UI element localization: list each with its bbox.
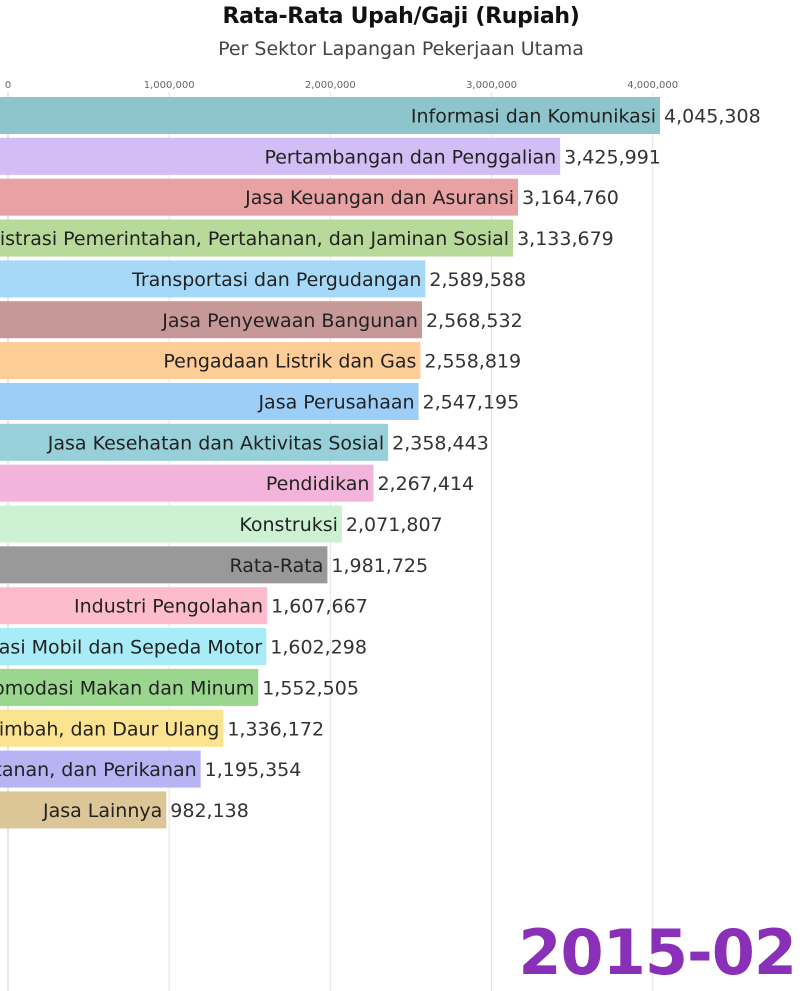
bar-value-label: 2,568,532 bbox=[426, 310, 523, 332]
bar-value-label: 2,547,195 bbox=[423, 391, 520, 413]
bar-group: Pertambangan dan Penggalian 3,425,991 bbox=[0, 137, 661, 175]
bar-value-label: 2,358,443 bbox=[392, 432, 489, 454]
bar bbox=[0, 587, 268, 625]
bar-category-label: Pendidikan bbox=[266, 473, 370, 495]
bar-group: Pengadaan Listrik dan Gas 2,558,819 bbox=[0, 342, 521, 380]
bar-group: Jasa Kesehatan dan Aktivitas Sosial 2,358… bbox=[0, 423, 489, 461]
bar-group: Penyediaan Akomodasi Makan dan Minum 1,55… bbox=[0, 668, 359, 706]
bar bbox=[0, 505, 342, 543]
bar-group: Jasa Penyewaan Bangunan 2,568,532 bbox=[0, 301, 523, 339]
bar-group: Pertanian, Kehutanan, dan Perikanan 1,195… bbox=[0, 750, 302, 788]
bar-value-label: 2,267,414 bbox=[377, 473, 474, 495]
bar-category-label: Jasa Keuangan dan Asuransi bbox=[244, 187, 514, 209]
bar bbox=[0, 260, 426, 298]
bar-category-label: Pertanian, Kehutanan, dan Perikanan bbox=[0, 759, 197, 781]
bar-category-label: Informasi dan Komunikasi bbox=[411, 106, 656, 128]
x-tick-label: 3,000,000 bbox=[466, 80, 517, 91]
bar-group: Perdagangan Besar dan Eceran; Reparasi M… bbox=[0, 628, 367, 666]
x-axis-ticks: 0 1,000,000 2,000,000 3,000,000 4,000,000 bbox=[5, 80, 678, 91]
bar-category-label: Jasa Lainnya bbox=[42, 800, 162, 822]
bar-category-label: Rata-Rata bbox=[229, 555, 323, 577]
bar-value-label: 3,164,760 bbox=[522, 187, 619, 209]
bar-group: Konstruksi 2,071,807 bbox=[0, 505, 443, 543]
bar bbox=[0, 219, 514, 257]
bar bbox=[0, 423, 389, 461]
bar bbox=[0, 546, 328, 584]
bar-group: Jasa Keuangan dan Asuransi 3,164,760 bbox=[0, 178, 619, 216]
bar-group: Transportasi dan Pergudangan 2,589,588 bbox=[0, 260, 526, 298]
bar-category-label: Jasa Penyewaan Bangunan bbox=[161, 310, 418, 332]
bar-category-label: Jasa Perusahaan bbox=[257, 391, 414, 413]
bar-group: Rata-Rata 1,981,725 bbox=[0, 546, 428, 584]
bar-value-label: 982,138 bbox=[170, 800, 249, 822]
bar-value-label: 2,071,807 bbox=[346, 514, 443, 536]
bar-group: Pendidikan 2,267,414 bbox=[0, 464, 474, 502]
bars: Informasi dan Komunikasi 4,045,308Pertamb… bbox=[0, 97, 761, 829]
bar bbox=[0, 791, 167, 829]
bar-value-label: 2,558,819 bbox=[424, 351, 521, 373]
bar bbox=[0, 750, 201, 788]
bar-category-label: Transportasi dan Pergudangan bbox=[131, 269, 421, 291]
bar-category-label: Jasa Kesehatan dan Aktivitas Sosial bbox=[47, 432, 384, 454]
chart-subtitle: Per Sektor Lapangan Pekerjaan Utama bbox=[218, 38, 584, 60]
bar bbox=[0, 382, 419, 420]
bar bbox=[0, 668, 259, 706]
bar-value-label: 3,425,991 bbox=[564, 146, 661, 168]
bar-group: Jasa Perusahaan 2,547,195 bbox=[0, 382, 520, 420]
bar bbox=[0, 709, 224, 747]
bar-value-label: 1,981,725 bbox=[331, 555, 428, 577]
bar-value-label: 4,045,308 bbox=[664, 106, 761, 128]
bar-value-label: 1,195,354 bbox=[205, 759, 302, 781]
period-label: 2015-02 bbox=[518, 916, 797, 989]
bar-category-label: Pengadaan Air, Pengelolaan Sampah, Limba… bbox=[0, 718, 219, 740]
bar-value-label: 1,336,172 bbox=[227, 718, 324, 740]
bar-group: Industri Pengolahan 1,607,667 bbox=[0, 587, 368, 625]
x-tick-label: 0 bbox=[5, 80, 11, 91]
bar bbox=[0, 464, 374, 502]
bar-category-label: Pertambangan dan Penggalian bbox=[264, 146, 556, 168]
bar-value-label: 1,552,505 bbox=[262, 677, 359, 699]
bar-group: Pengadaan Air, Pengelolaan Sampah, Limba… bbox=[0, 709, 324, 747]
bar-category-label: Konstruksi bbox=[239, 514, 338, 536]
x-tick-label: 1,000,000 bbox=[144, 80, 195, 91]
bar bbox=[0, 97, 660, 134]
x-tick-label: 2,000,000 bbox=[305, 80, 356, 91]
bar-group: Administrasi Pemerintahan, Pertahanan, d… bbox=[0, 219, 614, 257]
x-tick-label: 4,000,000 bbox=[627, 80, 678, 91]
bar bbox=[0, 342, 421, 380]
bar-value-label: 3,133,679 bbox=[517, 228, 614, 250]
bar bbox=[0, 301, 422, 339]
bar-category-label: Administrasi Pemerintahan, Pertahanan, d… bbox=[0, 228, 509, 250]
bar-category-label: Industri Pengolahan bbox=[74, 596, 263, 618]
bar-category-label: Perdagangan Besar dan Eceran; Reparasi M… bbox=[0, 637, 262, 659]
bar-value-label: 1,602,298 bbox=[270, 637, 367, 659]
bar-value-label: 1,607,667 bbox=[271, 596, 368, 618]
bar bbox=[0, 178, 519, 216]
bar-group: Jasa Lainnya 982,138 bbox=[0, 791, 249, 829]
bar bbox=[0, 137, 561, 175]
bar-value-label: 2,589,588 bbox=[429, 269, 526, 291]
chart-title: Rata-Rata Upah/Gaji (Rupiah) bbox=[222, 4, 580, 29]
bar-category-label: Pengadaan Listrik dan Gas bbox=[163, 351, 416, 373]
bar-group: Informasi dan Komunikasi 4,045,308 bbox=[0, 97, 761, 134]
bar bbox=[0, 628, 267, 666]
bar-category-label: Penyediaan Akomodasi Makan dan Minum bbox=[0, 677, 254, 699]
